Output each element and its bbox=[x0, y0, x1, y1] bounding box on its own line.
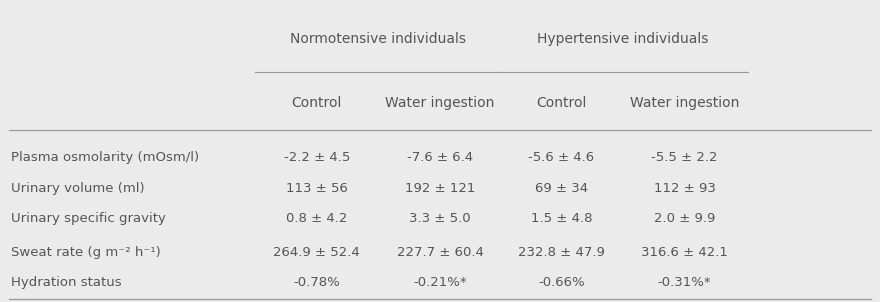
Text: -0.21%*: -0.21%* bbox=[414, 276, 466, 289]
Text: -2.2 ± 4.5: -2.2 ± 4.5 bbox=[283, 150, 350, 164]
Text: Water ingestion: Water ingestion bbox=[385, 96, 495, 110]
Text: Water ingestion: Water ingestion bbox=[630, 96, 739, 110]
Text: Urinary specific gravity: Urinary specific gravity bbox=[11, 212, 165, 226]
Text: 69 ± 34: 69 ± 34 bbox=[535, 182, 588, 195]
Text: 112 ± 93: 112 ± 93 bbox=[654, 182, 715, 195]
Text: Control: Control bbox=[291, 96, 342, 110]
Text: Plasma osmolarity (mOsm/l): Plasma osmolarity (mOsm/l) bbox=[11, 150, 199, 164]
Text: Urinary volume (ml): Urinary volume (ml) bbox=[11, 182, 144, 195]
Text: 113 ± 56: 113 ± 56 bbox=[286, 182, 348, 195]
Text: 264.9 ± 52.4: 264.9 ± 52.4 bbox=[274, 246, 360, 259]
Text: 2.0 ± 9.9: 2.0 ± 9.9 bbox=[654, 212, 715, 226]
Text: Normotensive individuals: Normotensive individuals bbox=[290, 32, 466, 46]
Text: -5.5 ± 2.2: -5.5 ± 2.2 bbox=[651, 150, 718, 164]
Text: -0.31%*: -0.31%* bbox=[658, 276, 711, 289]
Text: -0.78%: -0.78% bbox=[293, 276, 341, 289]
Text: 316.6 ± 42.1: 316.6 ± 42.1 bbox=[642, 246, 728, 259]
Text: 192 ± 121: 192 ± 121 bbox=[405, 182, 475, 195]
Text: Control: Control bbox=[536, 96, 587, 110]
Text: -5.6 ± 4.6: -5.6 ± 4.6 bbox=[528, 150, 595, 164]
Text: 227.7 ± 60.4: 227.7 ± 60.4 bbox=[397, 246, 483, 259]
Text: 3.3 ± 5.0: 3.3 ± 5.0 bbox=[409, 212, 471, 226]
Text: -7.6 ± 6.4: -7.6 ± 6.4 bbox=[407, 150, 473, 164]
Text: Sweat rate (g m⁻² h⁻¹): Sweat rate (g m⁻² h⁻¹) bbox=[11, 246, 160, 259]
Text: -0.66%: -0.66% bbox=[539, 276, 584, 289]
Text: 1.5 ± 4.8: 1.5 ± 4.8 bbox=[531, 212, 592, 226]
Text: Hypertensive individuals: Hypertensive individuals bbox=[538, 32, 708, 46]
Text: 232.8 ± 47.9: 232.8 ± 47.9 bbox=[518, 246, 605, 259]
Text: 0.8 ± 4.2: 0.8 ± 4.2 bbox=[286, 212, 348, 226]
Text: Hydration status: Hydration status bbox=[11, 276, 121, 289]
